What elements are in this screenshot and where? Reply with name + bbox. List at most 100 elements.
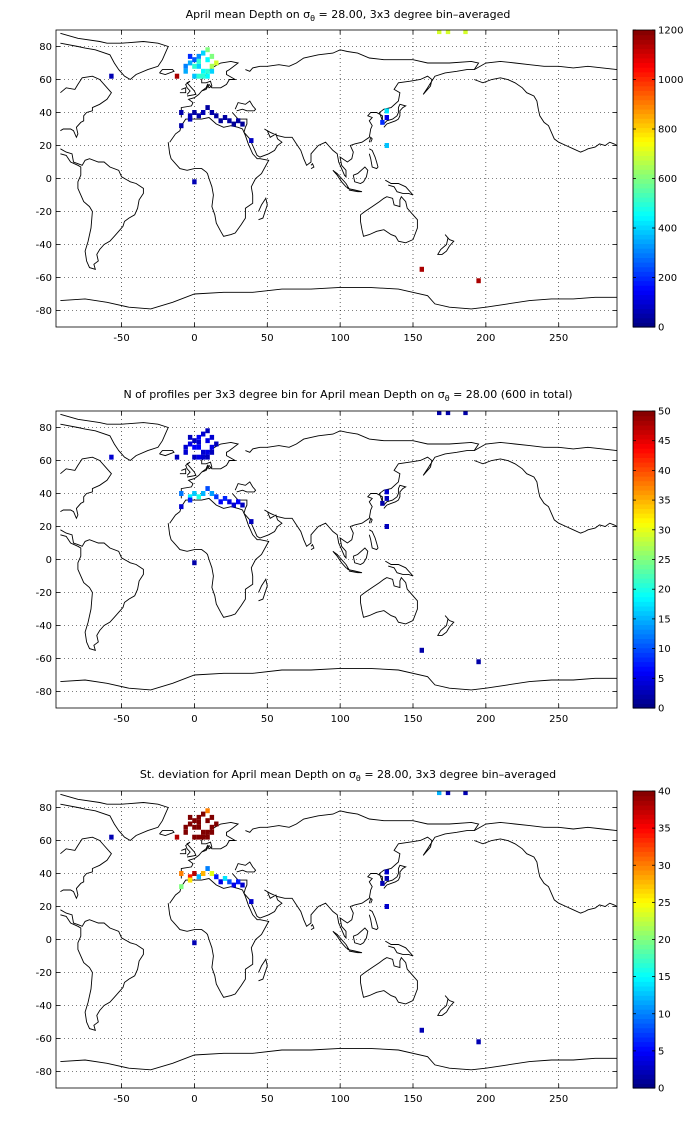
y-tick-label: 80 (39, 423, 52, 434)
data-cell (196, 494, 201, 500)
colorbar-segment (633, 916, 655, 922)
colorbar-segment (633, 578, 655, 584)
colorbar-segment (633, 206, 655, 212)
colorbar-segment (633, 94, 655, 101)
colorbar-segment (633, 43, 655, 50)
data-cell (218, 118, 223, 124)
coastline (234, 861, 257, 873)
map-grid (56, 411, 617, 708)
data-cell (192, 454, 197, 460)
colorbar-tick-label: 35 (658, 824, 671, 835)
colorbar-segment (633, 280, 655, 286)
data-cell (201, 449, 206, 455)
data-cell (187, 821, 193, 827)
colorbar-segment (633, 944, 655, 950)
coastline (167, 117, 270, 237)
colorbar-segment (633, 851, 655, 857)
data-cell (445, 411, 451, 416)
coastline-map (60, 413, 618, 691)
data-cell (231, 502, 236, 508)
data-cell (209, 824, 215, 830)
colorbar-segment (633, 656, 655, 663)
x-tick-label: 50 (261, 714, 274, 725)
colorbar-tick-label: 20 (658, 935, 671, 946)
data-cell (183, 63, 188, 69)
coastline (368, 148, 379, 170)
data-cell (201, 491, 206, 496)
colorbar-segment (633, 1027, 655, 1033)
data-cell (201, 68, 206, 74)
x-tick-label: 150 (403, 1094, 422, 1105)
colorbar-segment (633, 438, 655, 445)
data-cell (384, 143, 389, 148)
coastline (60, 32, 169, 81)
x-tick-label: 100 (331, 333, 350, 344)
data-cell (205, 818, 210, 824)
colorbar-segment (633, 434, 655, 440)
y-tick-label: -40 (36, 240, 52, 251)
y-tick-label: 40 (39, 108, 52, 119)
colorbar-segment (633, 610, 655, 616)
colorbar-segment (633, 698, 655, 704)
panel-std-deviation: St. deviation for April mean Depth on σθ… (36, 768, 671, 1105)
colorbar-segment (633, 39, 655, 45)
data-cell (187, 116, 193, 122)
coastline (473, 441, 618, 452)
coastline (368, 517, 373, 524)
data-cell (192, 818, 197, 824)
colorbar-segment (633, 985, 655, 992)
colorbar-segment (633, 920, 655, 927)
colorbar-segment (633, 522, 655, 528)
data-cell (205, 449, 210, 455)
data-cell (214, 494, 219, 500)
colorbar-segment (633, 939, 655, 945)
data-cell (196, 444, 201, 450)
coastline (231, 810, 480, 940)
colorbar-segment (633, 104, 655, 110)
colorbar-segment (633, 545, 655, 551)
data-cell (196, 824, 201, 830)
coastline (383, 484, 407, 509)
data-cell (218, 499, 223, 505)
colorbar-segment (633, 424, 655, 431)
data-cell (187, 113, 193, 119)
colorbar-segment (633, 99, 655, 105)
data-cell (205, 47, 210, 53)
y-tick-label: -20 (36, 968, 52, 979)
colorbar-segment (633, 169, 655, 175)
colorbar-segment (633, 308, 655, 314)
data-cell (196, 434, 201, 440)
data-cell (196, 63, 201, 69)
colorbar-segment (633, 275, 655, 282)
colorbar-segment (633, 629, 655, 635)
colorbar-tick-label: 30 (658, 525, 671, 536)
coastline (258, 958, 268, 982)
data-cell (384, 869, 389, 875)
colorbar-segment (633, 429, 655, 435)
data-cell (249, 519, 254, 524)
colorbar-segment (633, 666, 655, 672)
colorbar-segment (633, 57, 655, 64)
data-cell (201, 454, 206, 460)
data-cell (201, 834, 206, 840)
colorbar-segment (633, 183, 655, 189)
colorbar-segment (633, 415, 655, 421)
colorbar-segment (633, 1064, 655, 1071)
data-cell (192, 491, 197, 496)
colorbar-tick-label: 1200 (658, 26, 683, 37)
colorbar-segment (633, 601, 655, 607)
data-cell (236, 118, 241, 124)
colorbar-segment (633, 136, 655, 142)
data-cell (240, 121, 245, 127)
colorbar-segment (633, 1060, 655, 1066)
colorbar-segment (633, 462, 655, 468)
data-cell (384, 496, 389, 501)
coastline (332, 930, 351, 951)
coastline (60, 836, 112, 900)
coastline-map (60, 793, 618, 1071)
data-cell (249, 899, 254, 904)
data-cell (419, 266, 424, 272)
data-cell (445, 30, 451, 35)
coastline (437, 234, 455, 255)
colorbar-segment (633, 879, 655, 885)
